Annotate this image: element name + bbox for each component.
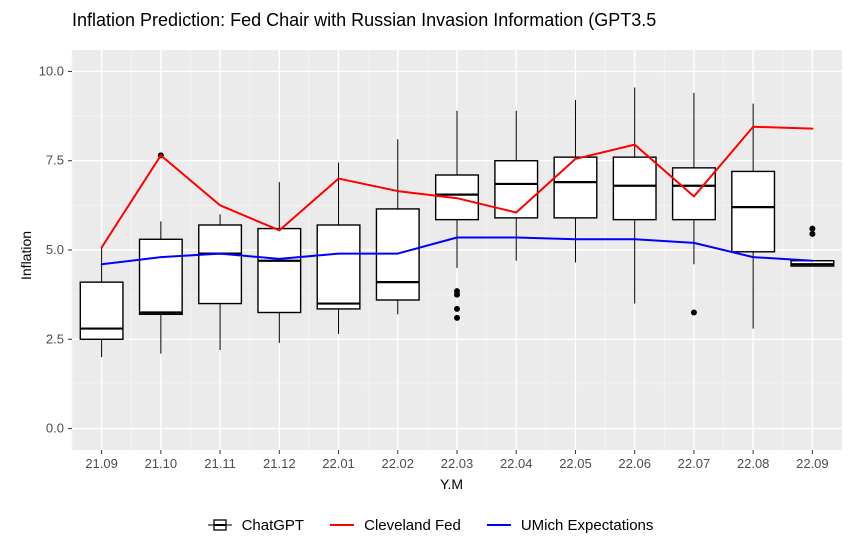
x-tick-label: 21.12: [263, 456, 296, 471]
box-rect: [80, 282, 123, 339]
x-tick-label: 22.08: [737, 456, 770, 471]
box-rect: [258, 229, 301, 313]
box-outlier: [454, 315, 460, 321]
box-rect: [613, 157, 656, 220]
box-rect: [199, 225, 242, 304]
legend-label: UMich Expectations: [521, 517, 654, 534]
legend-label: Cleveland Fed: [364, 517, 461, 534]
box-rect: [673, 168, 716, 220]
x-tick-label: 22.02: [381, 456, 414, 471]
y-tick-label: 10.0: [39, 63, 64, 78]
y-tick-label: 2.5: [46, 331, 64, 346]
x-tick-label: 22.05: [559, 456, 592, 471]
x-tick-label: 22.03: [441, 456, 474, 471]
box-outlier: [809, 231, 815, 237]
legend-label: ChatGPT: [242, 517, 305, 534]
legend-key-line-icon: [328, 516, 356, 534]
box-rect: [732, 171, 775, 251]
legend-item: Cleveland Fed: [328, 516, 461, 534]
y-tick-label: 7.5: [46, 153, 64, 168]
box-rect: [140, 239, 183, 314]
x-tick-label: 22.01: [322, 456, 355, 471]
x-tick-label: 21.09: [85, 456, 118, 471]
y-tick-label: 0.0: [46, 421, 64, 436]
x-tick-label: 22.09: [796, 456, 829, 471]
chart-container: Inflation Prediction: Fed Chair with Rus…: [0, 0, 859, 558]
x-tick-label: 21.11: [204, 456, 236, 471]
box-rect: [317, 225, 360, 309]
x-tick-label: 21.10: [145, 456, 178, 471]
box-rect: [554, 157, 597, 218]
legend-item: UMich Expectations: [485, 516, 654, 534]
legend-item: ChatGPT: [206, 516, 305, 534]
box-outlier: [454, 288, 460, 294]
legend-key-boxplot-icon: [206, 516, 234, 534]
legend-key-line-icon: [485, 516, 513, 534]
box-outlier: [454, 306, 460, 312]
legend: ChatGPT Cleveland Fed UMich Expectations: [0, 516, 859, 534]
x-tick-label: 22.07: [678, 456, 711, 471]
box-outlier: [809, 226, 815, 232]
plot-svg: 0.0 2.5 5.0 7.5 10.0 21.09 21.10 21.11 21.12 22.0…: [0, 0, 859, 558]
box-outlier: [691, 310, 697, 316]
x-tick-label: 22.04: [500, 456, 533, 471]
y-tick-label: 5.0: [46, 242, 64, 257]
x-tick-label: 22.06: [618, 456, 651, 471]
